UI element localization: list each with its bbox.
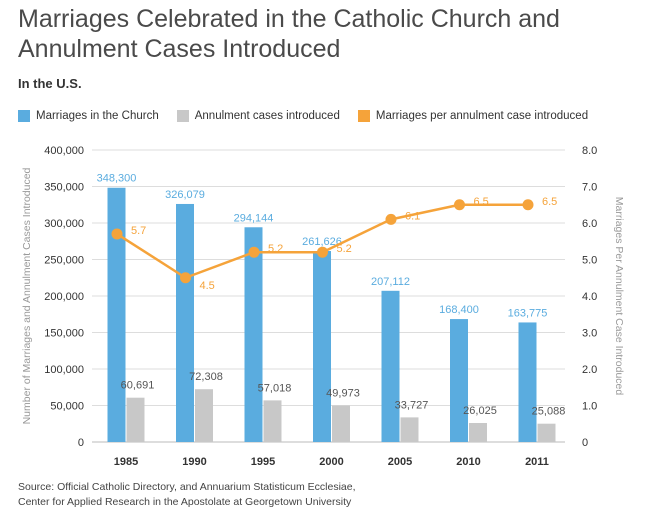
y-left-tick-label: 0 [78,437,84,449]
bar-annulments-label: 60,691 [121,380,155,392]
chart-plot: 0 0 50,000 1.0 100,000 2.0 150,000 3.0 200,000 4.… [21,145,625,468]
bar-annulments-label: 26,025 [463,405,497,417]
source-note: Source: Official Catholic Directory, and… [18,480,356,510]
y-right-tick-label: 6.0 [582,218,597,230]
legend-item-annulments: Annulment cases introduced [176,110,340,122]
x-tick-label: 1995 [251,456,275,468]
y-left-tick-label: 50,000 [50,401,84,413]
legend-item-ratio: Marriages per annulment case introduced [357,110,589,122]
ratio-label: 6.5 [474,196,489,208]
legend-item-marriages: Marriages in the Church [18,110,159,122]
ratio-label: 5.2 [268,243,283,255]
source-line-1: Source: Official Catholic Directory, and… [18,481,356,493]
bar-annulments-label: 49,973 [326,388,360,400]
y-right-tick-label: 0 [582,437,588,449]
bar-annulments-label: 25,088 [532,406,566,418]
x-tick-label: 2000 [319,456,343,468]
y-right-axis-title: Marriages Per Annulment Case Introduced [613,197,625,396]
legend-swatch-annulments [176,110,189,122]
bar-annulments [537,423,556,442]
bar-annulments [126,397,145,442]
bar-annulments [195,389,213,442]
y-left-axis-title: Number of Marriages and Annulment Cases … [21,167,33,424]
bar-annulments-label: 33,727 [395,399,429,411]
legend-label-marriages: Marriages in the Church [36,110,159,122]
x-tick-label: 1985 [114,456,138,468]
bar-marriages-label: 294,144 [234,212,274,224]
y-right-tick-label: 7.0 [582,182,597,194]
bar-annulments [400,417,419,442]
chart-title: Marriages Celebrated in the Catholic Chu… [18,5,560,63]
ratio-point [385,213,397,225]
bar-marriages [381,290,400,442]
legend-swatch-ratio [357,110,370,122]
bar-marriages [176,203,194,442]
x-tick-label: 1990 [182,456,206,468]
y-right-tick-label: 1.0 [582,401,597,413]
ratio-point [454,199,465,211]
ratio-label: 6.1 [405,210,420,222]
y-left-tick-label: 350,000 [44,182,84,194]
bar-marriages [518,322,537,442]
y-left-tick-label: 250,000 [44,255,84,267]
legend-swatch-marriages [18,110,30,122]
y-left-tick-label: 300,000 [44,218,84,230]
x-tick-label: 2005 [388,456,412,468]
bar-annulments-label: 57,018 [258,382,292,394]
chart-subtitle: In the U.S. [18,76,82,91]
legend-label-annulments: Annulment cases introduced [194,110,340,122]
ratio-point [317,246,328,258]
ratio-label: 6.5 [542,196,557,208]
ratio-label: 5.7 [131,225,146,237]
bar-marriages [107,187,126,442]
y-left-tick-label: 400,000 [44,145,84,157]
ratio-point [111,228,123,240]
y-left-tick-label: 100,000 [44,364,84,376]
bar-marriages-label: 163,775 [508,307,548,319]
ratio-point [248,246,260,258]
y-right-tick-label: 3.0 [582,328,597,340]
source-line-2: Center for Applied Research in the Apost… [18,496,352,508]
bar-marriages-label: 326,079 [165,189,205,201]
y-right-tick-label: 5.0 [582,255,597,267]
bar-marriages [450,319,468,442]
y-right-tick-label: 4.0 [582,291,597,303]
bar-marriages-label: 261,626 [302,236,342,248]
legend-label-ratio: Marriages per annulment case introduced [375,110,589,122]
y-right-tick-label: 2.0 [582,364,597,376]
bar-marriages-label: 348,300 [97,173,137,185]
bar-marriages [313,251,331,442]
legend: Marriages in the Church Annulment cases … [18,110,606,122]
x-tick-label: 2010 [456,456,480,468]
bar-annulments-label: 72,308 [189,371,223,383]
y-left-tick-label: 150,000 [44,328,84,340]
bar-annulments [332,405,350,442]
bar-marriages-label: 207,112 [371,276,410,288]
bar-marriages [244,227,263,442]
bar-annulments [469,423,487,442]
bar-annulments [263,400,282,442]
ratio-point [522,199,534,211]
ratio-label: 5.2 [337,243,352,255]
bar-marriages-label: 168,400 [439,304,479,316]
y-right-tick-label: 8.0 [582,145,597,157]
x-tick-label: 2011 [525,456,549,468]
y-left-tick-label: 200,000 [44,291,84,303]
ratio-label: 4.5 [200,280,215,292]
ratio-point [180,272,191,284]
